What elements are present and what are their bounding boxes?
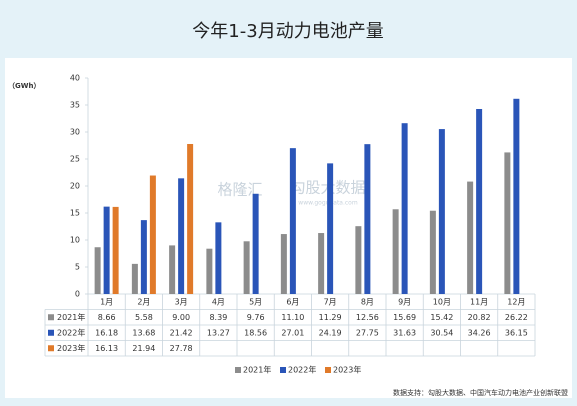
table-value: 16.13 xyxy=(95,344,118,353)
bar xyxy=(131,263,138,294)
bar xyxy=(280,234,287,294)
table-value: 9.00 xyxy=(172,313,190,322)
bar xyxy=(149,175,156,294)
table-value: 18.56 xyxy=(244,328,267,337)
table-value: 16.18 xyxy=(95,328,118,337)
legend-swatch xyxy=(48,329,54,336)
table-value: 11.10 xyxy=(281,313,304,322)
legend-swatch xyxy=(48,314,54,321)
bar xyxy=(140,220,147,294)
legend-label: 2022年 xyxy=(288,365,316,375)
watermark: 格隆汇 xyxy=(217,181,262,199)
table-value: 36.15 xyxy=(505,328,528,337)
x-tick-label: 8月 xyxy=(361,297,374,306)
y-tick-label: 10 xyxy=(70,236,80,245)
y-tick-label: 0 xyxy=(75,290,80,299)
y-tick-label: 5 xyxy=(75,263,80,272)
bar xyxy=(187,143,194,294)
bar xyxy=(178,178,185,294)
x-tick-label: 2月 xyxy=(137,297,150,306)
bar xyxy=(467,181,474,294)
y-tick-label: 25 xyxy=(70,155,80,164)
panel xyxy=(5,58,572,398)
table-value: 8.66 xyxy=(98,313,116,322)
x-tick-label: 12月 xyxy=(507,297,525,306)
bar xyxy=(206,248,213,294)
table-series-name: 2023年 xyxy=(57,343,85,353)
x-tick-label: 10月 xyxy=(433,297,451,306)
x-tick-label: 4月 xyxy=(212,297,225,306)
source: 数据支持：勾股大数据、中国汽车动力电池产业创新联盟 xyxy=(393,388,568,397)
bar xyxy=(429,210,436,294)
bar xyxy=(355,226,362,294)
table-value: 21.94 xyxy=(132,344,155,353)
y-tick-label: 15 xyxy=(70,209,80,218)
bar xyxy=(289,148,296,294)
legend-swatch xyxy=(280,367,286,373)
bar xyxy=(401,123,408,294)
table-value: 26.22 xyxy=(505,313,528,322)
y-tick-label: 40 xyxy=(70,74,80,83)
x-tick-label: 11月 xyxy=(470,297,488,306)
bar xyxy=(169,245,176,294)
y-tick-label: 20 xyxy=(70,182,80,191)
chart-title: 今年1-3月动力电池产量 xyxy=(192,21,383,42)
table-value: 13.68 xyxy=(132,328,155,337)
bar xyxy=(392,209,399,294)
x-tick-label: 9月 xyxy=(398,297,411,306)
y-axis-label: （GWh） xyxy=(8,82,40,90)
table-series-name: 2021年 xyxy=(57,312,85,322)
table-value: 12.56 xyxy=(356,313,379,322)
x-tick-label: 5月 xyxy=(249,297,262,306)
bar xyxy=(103,206,110,294)
table-series-name: 2022年 xyxy=(57,327,85,337)
legend-swatch xyxy=(325,367,331,373)
table-value: 30.54 xyxy=(430,328,453,337)
table-value: 21.42 xyxy=(170,328,193,337)
table-value: 9.76 xyxy=(247,313,265,322)
legend-swatch xyxy=(48,345,54,352)
table-value: 8.39 xyxy=(209,313,227,322)
table-value: 34.26 xyxy=(468,328,491,337)
bar xyxy=(327,163,334,294)
legend-label: 2023年 xyxy=(333,365,361,375)
table-value: 27.75 xyxy=(356,328,379,337)
bar xyxy=(94,247,101,294)
table-value: 11.29 xyxy=(319,313,342,322)
table-value: 15.69 xyxy=(393,313,416,322)
table-value: 20.82 xyxy=(468,313,491,322)
table-value: 24.19 xyxy=(319,328,342,337)
x-tick-label: 7月 xyxy=(324,297,337,306)
table-value: 15.42 xyxy=(430,313,453,322)
y-tick-label: 35 xyxy=(70,101,80,110)
table-value: 5.58 xyxy=(135,313,153,322)
y-tick-label: 30 xyxy=(70,128,80,137)
table-value: 27.78 xyxy=(170,344,193,353)
bar xyxy=(504,152,511,294)
x-tick-label: 1月 xyxy=(100,297,113,306)
bar xyxy=(112,206,119,294)
table-value: 31.63 xyxy=(393,328,416,337)
legend-label: 2021年 xyxy=(243,365,271,375)
bar xyxy=(318,233,325,294)
legend-swatch xyxy=(235,367,241,373)
bar xyxy=(438,129,445,294)
bar xyxy=(476,108,483,294)
x-tick-label: 3月 xyxy=(175,297,188,306)
table-value: 27.01 xyxy=(281,328,304,337)
bar xyxy=(513,98,520,294)
bar xyxy=(364,144,371,294)
bar xyxy=(215,222,222,294)
bar xyxy=(252,193,259,294)
bar xyxy=(243,241,250,294)
table-value: 13.27 xyxy=(207,328,230,337)
x-tick-label: 6月 xyxy=(286,297,299,306)
